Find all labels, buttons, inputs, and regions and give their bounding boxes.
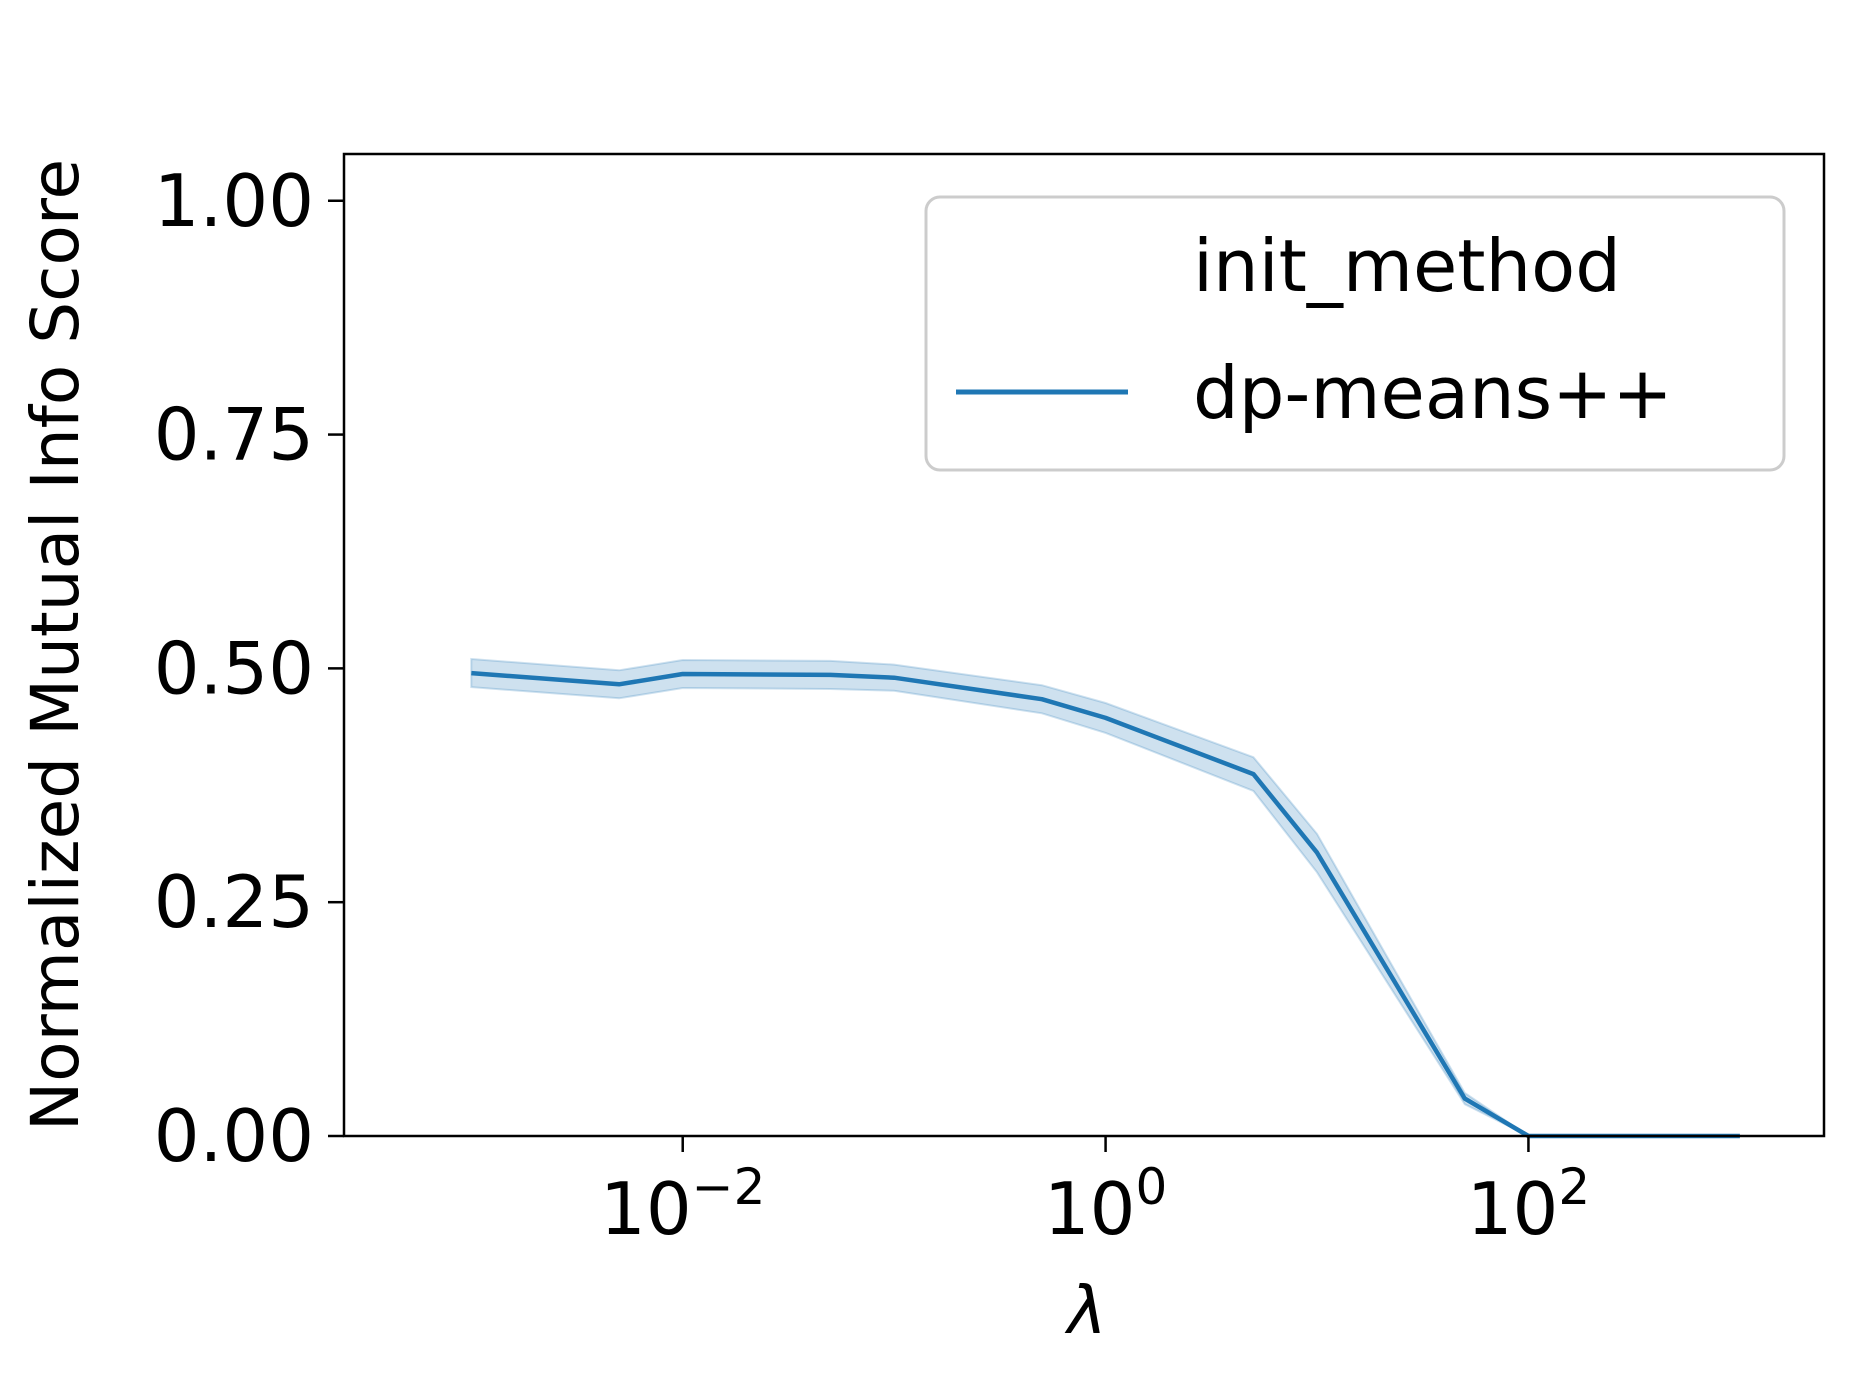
y-tick-label: 0.25	[154, 860, 314, 944]
y-axis-label: Normalized Mutual Info Score	[17, 159, 94, 1131]
y-tick-label: 0.75	[154, 393, 314, 477]
y-tick-label: 1.00	[154, 159, 314, 243]
x-tick-label: 10−2	[600, 1158, 765, 1251]
y-axis: 0.00 0.25 0.50 0.75 1.00	[154, 159, 344, 1178]
legend-series-label: dp-means++	[1193, 351, 1673, 435]
series-line	[471, 673, 1740, 1136]
x-axis-label: λ	[1064, 1272, 1106, 1349]
series-line-layer	[471, 673, 1740, 1136]
y-tick-label: 0.00	[154, 1094, 314, 1178]
x-tick-label: 102	[1467, 1158, 1590, 1251]
x-tick-label: 100	[1044, 1158, 1167, 1251]
confidence-band-layer	[471, 659, 1740, 1136]
y-tick-label: 0.50	[154, 626, 314, 710]
legend: init_method dp-means++	[926, 197, 1784, 470]
confidence-band	[471, 659, 1740, 1136]
legend-title: init_method	[1193, 224, 1621, 308]
x-axis: 10−2 100 102	[600, 1136, 1590, 1251]
